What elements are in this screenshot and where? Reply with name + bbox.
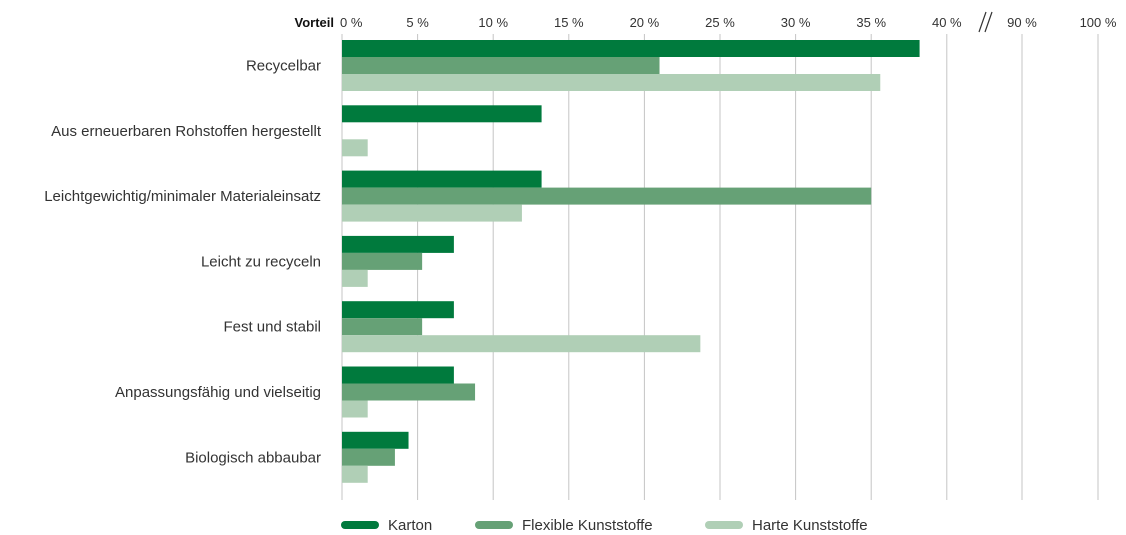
header-label: Vorteil xyxy=(295,15,335,30)
category-label-1: Aus erneuerbaren Rohstoffen hergestellt xyxy=(51,123,322,140)
category-label-3: Leicht zu recyceln xyxy=(201,253,321,270)
bar-s1-c5 xyxy=(342,383,476,401)
legend-label-1: Flexible Kunststoffe xyxy=(522,517,653,534)
bar-s0-c2 xyxy=(342,170,542,188)
bar-s0-c6 xyxy=(342,431,409,449)
category-label-4: Fest und stabil xyxy=(223,319,321,336)
bar-s0-c3 xyxy=(342,235,454,253)
x-tick-label-6: 30 % xyxy=(781,15,811,30)
bar-s2-c5 xyxy=(342,400,368,418)
bars-layer xyxy=(342,40,920,483)
bar-s1-c3 xyxy=(342,252,423,270)
x-tick-label-3: 15 % xyxy=(554,15,584,30)
bar-s2-c1 xyxy=(342,139,368,157)
x-tick-label-5: 25 % xyxy=(705,15,735,30)
labels-layer: 0 % 5 % 10 % 15 % 20 % 25 % 30 % 35 % 40 % 90 % 10… xyxy=(44,15,1117,466)
x-tick-label-0: 0 % xyxy=(340,15,363,30)
x-tick-label-8: 40 % xyxy=(932,15,962,30)
category-label-2: Leichtgewichtig/minimaler Materialeinsat… xyxy=(44,188,321,205)
legend: Karton Flexible Kunststoffe Harte Kunststo… xyxy=(341,517,868,534)
x-tick-label-1: 5 % xyxy=(406,15,429,30)
bar-s0-c0 xyxy=(342,40,920,57)
legend-swatch-2 xyxy=(705,521,743,529)
bar-s1-c0 xyxy=(342,57,660,74)
x-tick-label-10: 100 % xyxy=(1080,15,1117,30)
grid-layer xyxy=(341,34,1099,500)
bar-s2-c2 xyxy=(342,204,522,222)
x-tick-label-2: 10 % xyxy=(478,15,508,30)
bar-s2-c3 xyxy=(342,269,368,287)
category-label-6: Biologisch abbaubar xyxy=(185,449,321,466)
bar-s2-c0 xyxy=(342,74,881,91)
legend-label-2: Harte Kunststoffe xyxy=(752,517,868,534)
legend-label-0: Karton xyxy=(388,517,432,534)
legend-swatch-1 xyxy=(475,521,513,529)
bar-s2-c4 xyxy=(342,335,701,353)
bar-s0-c1 xyxy=(342,105,542,123)
bar-s2-c6 xyxy=(342,465,368,483)
x-tick-label-9: 90 % xyxy=(1007,15,1037,30)
category-label-5: Anpassungsfähig und vielseitig xyxy=(115,384,321,401)
bar-s1-c2 xyxy=(342,187,872,205)
bar-s1-c4 xyxy=(342,318,423,336)
axis-break-icon xyxy=(978,11,993,33)
category-label-0: Recycelbar xyxy=(246,58,321,75)
x-tick-label-4: 20 % xyxy=(630,15,660,30)
bar-s1-c6 xyxy=(342,448,395,466)
legend-swatch-0 xyxy=(341,521,379,529)
x-tick-label-7: 35 % xyxy=(856,15,886,30)
bar-s0-c5 xyxy=(342,366,454,384)
bar-s0-c4 xyxy=(342,301,454,319)
